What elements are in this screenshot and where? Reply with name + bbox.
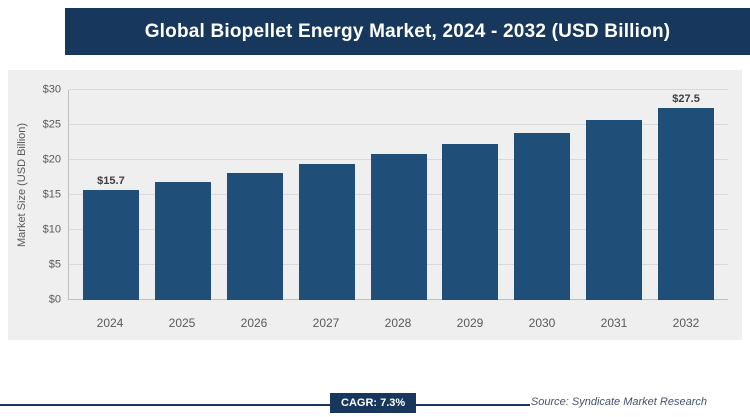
cagr-badge: CAGR: 7.3% — [330, 393, 417, 413]
bar-2031 — [586, 120, 643, 300]
chart-panel: Market Size (USD Billion) $0 $5 $10 $15 $20 $… — [8, 70, 742, 340]
bar-column-2026 — [219, 90, 291, 300]
x-axis-labels: 2024 2025 2026 2027 2028 2029 2030 2031 2032 — [68, 316, 728, 330]
bar-value-label: $27.5 — [672, 92, 700, 105]
source-text: Source: Syndicate Market Research — [530, 396, 707, 408]
gridline — [69, 124, 728, 125]
y-tick-label: $20 — [42, 153, 61, 166]
x-tick-label: 2027 — [312, 316, 340, 330]
x-tick-label: 2030 — [528, 316, 556, 330]
bar-2029 — [442, 143, 499, 300]
bar-column-2025 — [147, 90, 219, 300]
x-tick-label: 2028 — [384, 316, 412, 330]
bar-2025 — [154, 182, 211, 300]
y-tick-label: $30 — [42, 83, 61, 96]
bar-2032 — [658, 107, 715, 300]
x-tick-label: 2029 — [456, 316, 484, 330]
bar-2026 — [226, 173, 283, 300]
bar-column-2032: $27.5 — [650, 90, 722, 300]
bar-2024 — [82, 190, 139, 300]
y-tick-label: $25 — [42, 118, 61, 131]
bar-2027 — [298, 164, 355, 300]
bar-column-2029 — [434, 90, 506, 300]
bar-column-2031 — [578, 90, 650, 300]
x-tick-label: 2024 — [96, 316, 124, 330]
bar-column-2028 — [363, 90, 435, 300]
bar-column-2027 — [291, 90, 363, 300]
y-tick-label: $15 — [42, 188, 61, 201]
bar-series: $15.7 $27.5 — [69, 90, 728, 300]
x-tick-label: 2032 — [672, 316, 700, 330]
bar-2028 — [370, 154, 427, 300]
plot-area: $0 $5 $10 $15 $20 $25 $30 $15.7 $27.5 — [43, 84, 728, 305]
x-tick-label: 2026 — [240, 316, 268, 330]
gridline — [69, 89, 728, 90]
y-tick-label: $5 — [48, 258, 61, 271]
y-tick-label: $10 — [42, 223, 61, 236]
footer-divider-line — [0, 404, 530, 406]
chart-title-bar: Global Biopellet Energy Market, 2024 - 2… — [65, 8, 750, 55]
x-tick-label: 2025 — [168, 316, 196, 330]
bar-column-2024: $15.7 — [75, 90, 147, 300]
bar-2030 — [514, 132, 571, 300]
chart-title: Global Biopellet Energy Market, 2024 - 2… — [144, 20, 671, 42]
bar-value-label: $15.7 — [97, 175, 125, 188]
x-tick-label: 2031 — [600, 316, 628, 330]
y-tick-label: $0 — [48, 293, 61, 306]
bar-column-2030 — [506, 90, 578, 300]
